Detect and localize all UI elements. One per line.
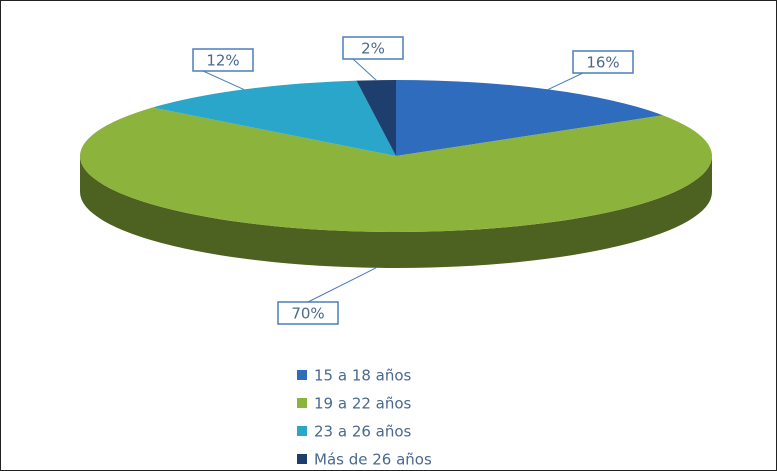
- data-label: 12%: [206, 52, 239, 70]
- legend-label: 15 a 18 años: [314, 367, 412, 385]
- legend-label: Más de 26 años: [314, 451, 432, 469]
- label-box: [572, 50, 634, 74]
- label-box: [342, 36, 404, 60]
- label-box: [192, 48, 254, 72]
- leader-line: [202, 70, 244, 90]
- legend-swatch: [297, 398, 307, 408]
- data-label: 70%: [291, 305, 324, 323]
- pie-slice: [356, 80, 396, 156]
- data-label: 16%: [586, 54, 619, 72]
- pie-slice: [396, 80, 663, 156]
- legend-label: 19 a 22 años: [314, 395, 412, 413]
- legend-swatch: [297, 370, 307, 380]
- pie-side: [80, 156, 712, 268]
- pie-slice: [152, 80, 396, 156]
- legend-swatch: [297, 426, 307, 436]
- legend-label: 23 a 26 años: [314, 423, 412, 441]
- leader-line: [548, 72, 584, 90]
- data-label: 2%: [361, 40, 385, 58]
- label-box: [277, 301, 339, 325]
- leader-line: [352, 58, 377, 81]
- legend-swatch: [297, 454, 307, 464]
- pie-slice: [79, 107, 712, 232]
- leader-line: [307, 267, 377, 303]
